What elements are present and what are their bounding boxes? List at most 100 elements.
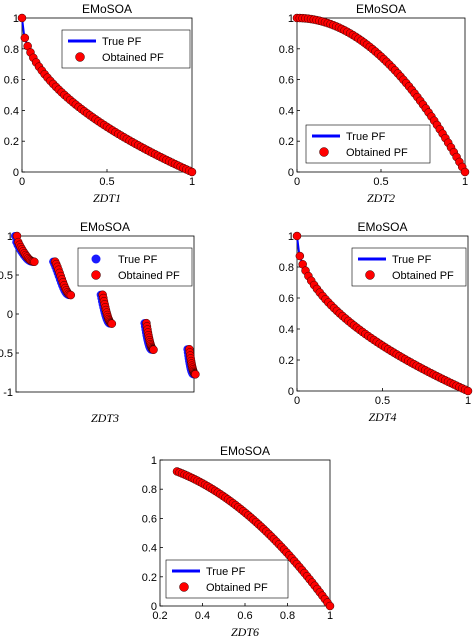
y-tick-label: 0.2	[279, 136, 294, 148]
obtained-pf-point	[66, 290, 76, 300]
subplot-zdt1: EMoSOA 0 0.5 1 0 0.2 0.4 0.6 0.8 1 ZDT1 True PF Obta…	[4, 2, 197, 205]
data-layer	[11, 231, 200, 379]
plot-title: EMoSOA	[82, 2, 132, 16]
y-tick-label: 0.8	[4, 44, 19, 56]
plot-title: EMoSOA	[220, 444, 270, 458]
x-tick-label: 0.5	[99, 176, 114, 188]
data-layer	[172, 467, 335, 611]
plot-title: EMoSOA	[356, 2, 406, 16]
x-tick-label: 1	[465, 395, 471, 407]
legend-marker-obtained-pf	[75, 52, 85, 62]
obtained-pf-point	[30, 257, 39, 267]
legend-label-obtained-pf: Obtained PF	[206, 582, 268, 594]
legend-box	[351, 247, 467, 287]
x-axis-label: ZDT2	[367, 191, 395, 205]
x-tick-label: 0	[294, 176, 300, 188]
x-tick-label: 0.2	[152, 610, 167, 622]
legend-label-true-pf: True PF	[346, 131, 386, 143]
legend-box	[61, 29, 191, 69]
x-tick-label: 1	[327, 610, 333, 622]
x-axis-label: ZDT3	[91, 411, 119, 425]
y-tick-label: 0	[288, 386, 294, 398]
y-tick-label: 0.4	[142, 543, 157, 555]
obtained-pf-point	[20, 33, 30, 43]
x-tick-label: 0.5	[375, 395, 390, 407]
x-tick-label: 0.6	[237, 610, 252, 622]
y-tick-label: 0.2	[4, 136, 19, 148]
legend-marker-obtained-pf	[319, 147, 329, 157]
legend-marker-obtained-pf	[179, 582, 189, 592]
obtained-pf-point	[17, 13, 27, 23]
y-tick-label: 0.6	[4, 75, 19, 87]
data-layer	[292, 13, 470, 177]
y-tick-label: -1	[3, 387, 13, 399]
legend-box	[305, 124, 431, 164]
y-tick-label: 1	[13, 13, 19, 25]
legend-marker-obtained-pf	[91, 270, 101, 280]
y-tick-label: 0.4	[279, 105, 294, 117]
x-axis-label: ZDT6	[231, 625, 259, 639]
legend-label-obtained-pf: Obtained PF	[118, 270, 180, 282]
legend-label-true-pf: True PF	[102, 36, 142, 48]
legend-box	[77, 247, 193, 287]
x-axis-label: ZDT1	[93, 191, 121, 205]
y-tick-label: 1	[288, 231, 294, 243]
y-tick-label: 0.6	[142, 513, 157, 525]
x-tick-label: 0	[19, 176, 25, 188]
obtained-pf-point	[292, 231, 302, 241]
y-tick-label: 1	[151, 455, 157, 467]
y-tick-label: 0.8	[142, 484, 157, 496]
plot-title: EMoSOA	[80, 220, 130, 234]
y-tick-label: 0	[13, 167, 19, 179]
legend-marker-true-pf	[91, 254, 101, 264]
legend-label-obtained-pf: Obtained PF	[346, 147, 408, 159]
y-tick-label: 0.2	[279, 355, 294, 367]
y-tick-label: 0.4	[279, 324, 294, 336]
plot-title: EMoSOA	[357, 220, 407, 234]
subplot-zdt3: EMoSOA -1 -0.5 0 0.5 1 ZDT3 True PF Obtained PF	[0, 220, 200, 425]
y-tick-label: 0.4	[4, 105, 19, 117]
y-tick-label: 0	[151, 601, 157, 613]
legend-label-obtained-pf: Obtained PF	[392, 270, 454, 282]
y-tick-label: 0.2	[142, 572, 157, 584]
obtained-pf-point	[107, 319, 117, 328]
subplot-zdt2: EMoSOA 0 0.5 1 0 0.2 0.4 0.6 0.8 1 ZDT2 True PF Obta…	[279, 2, 470, 205]
y-tick-label: 0.8	[279, 262, 294, 274]
legend: True PF Obtained PF	[61, 29, 191, 69]
obtained-pf-point	[187, 167, 197, 177]
y-tick-label: 0.6	[279, 75, 294, 87]
obtained-pf-point	[463, 386, 473, 396]
x-tick-label: 0.8	[280, 610, 295, 622]
x-tick-label: 0	[294, 395, 300, 407]
y-tick-label: 0	[288, 167, 294, 179]
y-tick-label: 0.5	[0, 270, 13, 282]
legend-box	[165, 559, 289, 599]
legend: True PF Obtained PF	[165, 559, 289, 599]
x-axis-label: ZDT4	[368, 410, 396, 424]
y-tick-label: -0.5	[0, 348, 13, 360]
x-tick-label: 0.4	[195, 610, 210, 622]
y-tick-label: 0.8	[279, 44, 294, 56]
legend-label-obtained-pf: Obtained PF	[102, 52, 164, 64]
data-layer	[292, 231, 473, 396]
x-tick-label: 1	[462, 176, 468, 188]
obtained-pf-point	[191, 370, 200, 379]
data-layer	[17, 13, 197, 177]
legend-label-true-pf: True PF	[392, 254, 432, 266]
obtained-pf-point	[460, 167, 470, 177]
legend: True PF Obtained PF	[77, 247, 193, 287]
y-tick-label: 1	[7, 231, 13, 243]
subplot-zdt4: EMoSOA 0 0.5 1 0 0.2 0.4 0.6 0.8 1 ZDT4 True PF Obta…	[279, 220, 473, 424]
x-tick-label: 1	[189, 176, 195, 188]
legend: True PF Obtained PF	[351, 247, 467, 287]
obtained-pf-point	[149, 345, 158, 354]
obtained-pf-point	[295, 251, 305, 261]
legend-label-true-pf: True PF	[118, 254, 158, 266]
legend-marker-obtained-pf	[365, 270, 375, 280]
x-tick-label: 0.5	[373, 176, 388, 188]
legend: True PF Obtained PF	[305, 124, 431, 164]
y-tick-label: 1	[288, 13, 294, 25]
y-tick-label: 0	[7, 309, 13, 321]
